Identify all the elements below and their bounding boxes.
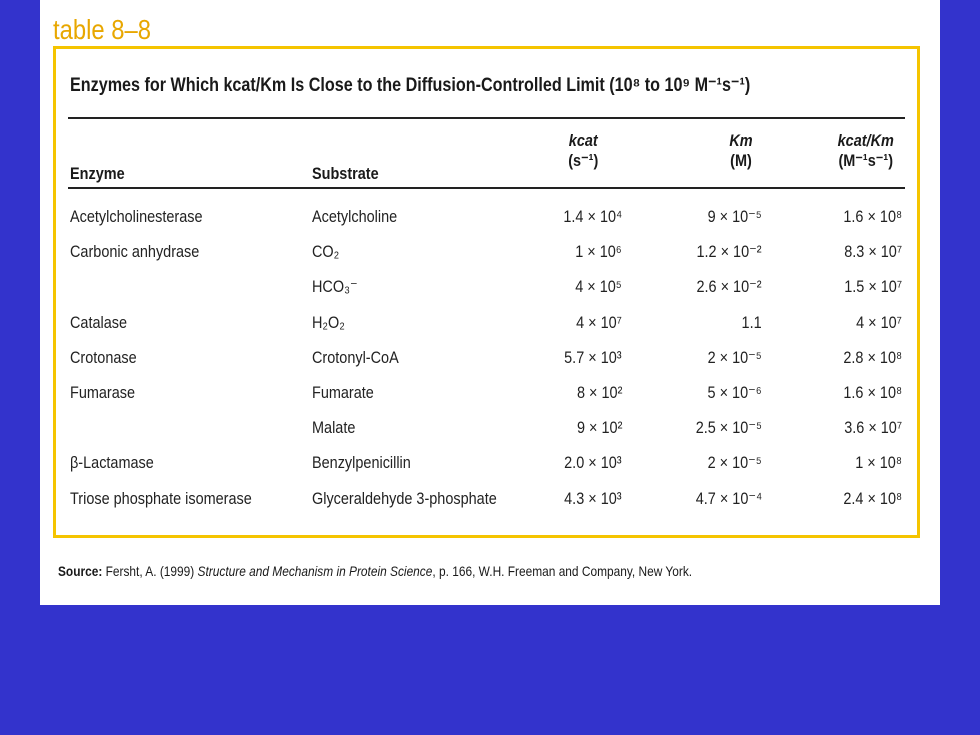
cell-ratio: 1.6 × 10⁸ (843, 383, 902, 402)
cell-kcat: 1.4 × 10⁴ (563, 207, 622, 226)
cell-ratio: 2.8 × 10⁸ (843, 347, 902, 367)
table-row: Crotonase Crotonyl-CoA 5.7 × 10³ 2 × 10⁻⁵ 2.… (56, 348, 917, 383)
cell-km: 2 × 10⁻⁵ (707, 347, 762, 367)
source-title: Structure and Mechanism in Protein Scien… (197, 563, 433, 579)
cell-ratio: 1.5 × 10⁷ (844, 277, 902, 297)
source-rest: , p. 166, W.H. Freeman and Company, New … (432, 563, 693, 579)
cell-kcat: 4 × 10⁷ (576, 312, 622, 332)
cell-substrate: HCO₃⁻ (312, 277, 358, 297)
cell-km: 9 × 10⁻⁵ (707, 207, 762, 226)
cell-ratio: 1 × 10⁸ (855, 453, 902, 473)
table-row: Catalase H₂O₂ 4 × 10⁷ 1.1 4 × 10⁷ (56, 313, 917, 348)
cell-ratio: 1.6 × 10⁸ (843, 207, 902, 226)
cell-kcat: 8 × 10² (576, 383, 622, 402)
header-enzyme: Enzyme (70, 164, 125, 183)
cell-substrate: Fumarate (312, 383, 374, 402)
cell-substrate: Glyceraldehyde 3-phosphate (312, 488, 497, 508)
cell-enzyme: β-Lactamase (70, 453, 154, 473)
cell-kcat: 9 × 10² (576, 418, 622, 438)
cell-enzyme: Carbonic anhydrase (70, 242, 200, 262)
table-frame: Enzymes for Which kcat/Km Is Close to th… (53, 46, 920, 538)
source-note: Source: Fersht, A. (1999) Structure and … (58, 563, 692, 579)
table-row: β-Lactamase Benzylpenicillin 2.0 × 10³ 2 × … (56, 453, 917, 488)
header-substrate: Substrate (312, 164, 379, 183)
table-top-rule (68, 117, 905, 119)
cell-kcat: 4 × 10⁵ (575, 277, 622, 297)
header-km-unit: (M) (730, 151, 752, 170)
table-caption: Enzymes for Which kcat/Km Is Close to th… (70, 75, 751, 96)
cell-substrate: CO₂ (312, 242, 340, 262)
header-kcat: kcat (s⁻¹) (562, 131, 605, 171)
table-row: Malate 9 × 10² 2.5 × 10⁻⁵ 3.6 × 10⁷ (56, 418, 917, 453)
cell-enzyme: Crotonase (70, 347, 137, 367)
header-ratio-unit: (M⁻¹s⁻¹) (838, 151, 894, 170)
cell-km: 1.2 × 10⁻² (696, 242, 762, 262)
cell-kcat: 5.7 × 10³ (564, 347, 622, 367)
cell-km: 2.5 × 10⁻⁵ (695, 418, 762, 438)
cell-enzyme: Fumarase (70, 383, 136, 402)
source-label: Source: (58, 563, 103, 579)
table-row: Triose phosphate isomerase Glyceraldehyde… (56, 489, 917, 524)
cell-enzyme: Triose phosphate isomerase (70, 488, 252, 508)
table-label: table 8–8 (53, 14, 151, 45)
table-row: HCO₃⁻ 4 × 10⁵ 2.6 × 10⁻² 1.5 × 10⁷ (56, 277, 917, 312)
header-ratio-symbol: kcat/Km (837, 131, 894, 150)
cell-substrate: H₂O₂ (312, 312, 345, 332)
header-kcat-symbol: kcat (568, 131, 598, 150)
cell-substrate: Benzylpenicillin (312, 453, 411, 473)
header-kcat-unit: (s⁻¹) (568, 151, 599, 170)
cell-km: 1.1 (741, 312, 762, 332)
header-km-symbol: Km (729, 131, 753, 150)
table-row: Carbonic anhydrase CO₂ 1 × 10⁶ 1.2 × 10⁻² 8.… (56, 242, 917, 277)
cell-substrate: Acetylcholine (312, 207, 398, 226)
source-authors: Fersht, A. (1999) (102, 563, 198, 579)
slide-panel: table 8–8 Enzymes for Which kcat/Km Is C… (40, 0, 940, 605)
cell-ratio: 3.6 × 10⁷ (844, 418, 902, 438)
cell-km: 4.7 × 10⁻⁴ (695, 488, 762, 508)
table-header-rule (68, 187, 905, 189)
cell-enzyme: Catalase (70, 312, 128, 332)
cell-substrate: Crotonyl-CoA (312, 347, 399, 367)
table-row: Fumarase Fumarate 8 × 10² 5 × 10⁻⁶ 1.6 × 10⁸ (56, 383, 917, 418)
cell-km: 5 × 10⁻⁶ (707, 383, 762, 402)
cell-substrate: Malate (312, 418, 356, 438)
cell-kcat: 4.3 × 10³ (564, 488, 622, 508)
cell-kcat: 1 × 10⁶ (575, 242, 622, 262)
cell-ratio: 8.3 × 10⁷ (844, 242, 902, 262)
cell-ratio: 2.4 × 10⁸ (843, 488, 902, 508)
header-ratio: kcat/Km (M⁻¹s⁻¹) (836, 131, 896, 171)
cell-km: 2.6 × 10⁻² (696, 277, 762, 297)
header-km: Km (M) (724, 131, 758, 171)
cell-kcat: 2.0 × 10³ (564, 453, 622, 473)
cell-ratio: 4 × 10⁷ (856, 312, 902, 332)
cell-km: 2 × 10⁻⁵ (707, 453, 762, 473)
cell-enzyme: Acetylcholinesterase (70, 207, 203, 226)
table-row: Acetylcholinesterase Acetylcholine 1.4 × 1… (56, 207, 917, 242)
